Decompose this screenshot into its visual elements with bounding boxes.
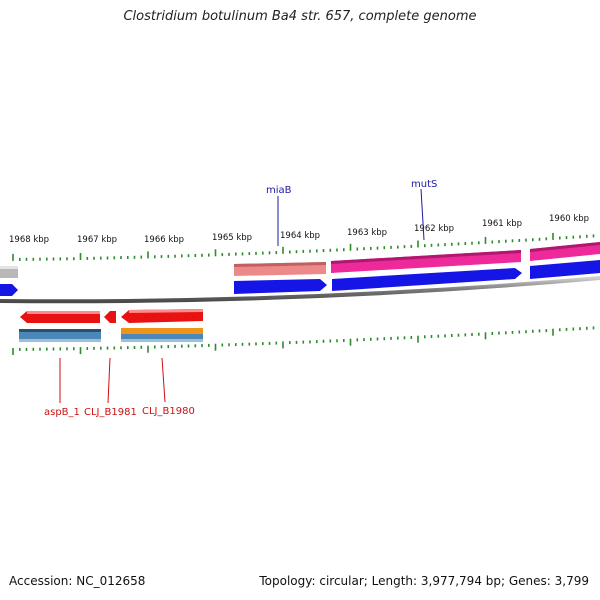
- gene-label-mia-b[interactable]: miaB: [266, 185, 292, 196]
- feature-track-lower-inner: [20, 309, 203, 323]
- ruler-label: 1960 kbp: [549, 214, 589, 224]
- ruler-label: 1968 kbp: [9, 235, 49, 245]
- ruler-label: 1966 kbp: [144, 235, 184, 245]
- leader-line-clj-b1981: [107, 357, 111, 404]
- cds-mut-s[interactable]: [332, 268, 522, 291]
- feature-track-lower-outer: [19, 328, 203, 342]
- gene-label-clj-b1981[interactable]: CLJ_B1981: [84, 407, 137, 418]
- ruler-ticks-top: [12, 232, 595, 261]
- gene-label-mut-s[interactable]: mutS: [411, 179, 437, 190]
- gene-label-asp-b-1[interactable]: aspB_1: [44, 407, 80, 418]
- ruler-label: 1962 kbp: [414, 224, 454, 234]
- ruler-label: 1964 kbp: [280, 231, 320, 241]
- feature-track-upper-outer: [0, 242, 600, 278]
- gene-label-clj-b1980[interactable]: CLJ_B1980: [142, 406, 195, 417]
- ruler-ticks-bottom: [12, 326, 595, 355]
- ruler-label: 1963 kbp: [347, 228, 387, 238]
- cds-mia-b[interactable]: [234, 279, 327, 294]
- gene-clj-b1980-block-orange[interactable]: [121, 328, 203, 334]
- ruler-label: 1965 kbp: [212, 233, 252, 243]
- gene-asp-b-1-block[interactable]: [19, 329, 101, 342]
- feature-track-upper-inner: [0, 260, 600, 296]
- genome-summary-text: Topology: circular; Length: 3,977,794 bp…: [259, 574, 589, 588]
- ruler-label: 1967 kbp: [77, 235, 117, 245]
- cds-blue-partial[interactable]: [0, 284, 18, 296]
- genome-backbone: [0, 276, 600, 304]
- cds-clj-b1981[interactable]: [104, 311, 116, 323]
- accession-text: Accession: NC_012658: [9, 574, 146, 588]
- map-title: Clostridium botulinum Ba4 str. 657, comp…: [123, 9, 477, 24]
- cds-blue-right[interactable]: [530, 260, 600, 279]
- leader-line-mut-s: [420, 188, 425, 241]
- leader-line-clj-b1980: [161, 357, 166, 403]
- ruler-label: 1961 kbp: [482, 219, 522, 229]
- gene-clj-b1980-block-steel[interactable]: [121, 334, 203, 342]
